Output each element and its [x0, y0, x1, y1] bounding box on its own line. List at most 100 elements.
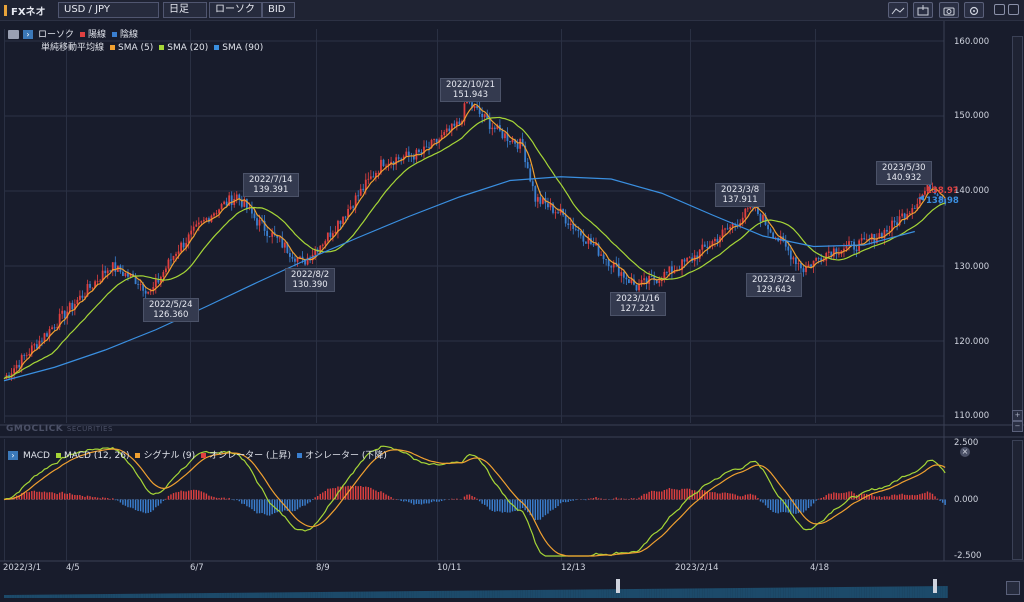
oscillator-bar: [775, 500, 776, 513]
indicator-icon[interactable]: [888, 2, 908, 18]
navigator-bar: [280, 592, 283, 598]
candle-body: [195, 224, 197, 226]
candle-body: [165, 269, 167, 273]
close-window-icon[interactable]: [1008, 4, 1019, 15]
navigator-bar: [72, 594, 75, 598]
oscillator-bar: [684, 489, 685, 500]
navigator-bar: [824, 587, 827, 598]
candle-body: [512, 140, 514, 142]
navigator-bar: [702, 588, 705, 598]
candle-body: [502, 131, 504, 139]
add-chart-icon[interactable]: [913, 2, 933, 18]
oscillator-bar: [646, 494, 647, 500]
oscillator-bar: [168, 496, 169, 500]
navigator-bar: [70, 594, 73, 598]
candle-body: [577, 230, 579, 231]
candle-body: [494, 128, 496, 129]
x-tick: 2022/3/1: [3, 563, 41, 573]
navigator-bar: [163, 593, 166, 598]
camera-icon[interactable]: [939, 2, 959, 18]
navigator-bar: [131, 594, 134, 598]
navigator-bar: [558, 590, 561, 598]
navigator-bar: [82, 594, 85, 598]
oscillator-bar: [41, 492, 42, 499]
navigator-bar: [745, 588, 748, 598]
navigator-bar: [609, 589, 612, 598]
oscillator-bar: [545, 500, 546, 516]
navigator-bar: [120, 594, 123, 598]
oscillator-bar: [714, 492, 715, 499]
candle-body: [858, 240, 860, 251]
navigator-bar: [864, 587, 867, 598]
oscillator-bar: [681, 489, 682, 500]
candle-body: [342, 217, 344, 224]
oscillator-bar: [191, 490, 192, 499]
candle-body: [517, 144, 519, 149]
symbol-selector[interactable]: USD / JPY: [58, 2, 159, 18]
price-side-selector[interactable]: BID: [262, 2, 295, 18]
oscillator-bar: [216, 498, 217, 500]
navigator-bar: [242, 593, 245, 598]
candle-body: [340, 221, 342, 224]
macd-scrollbar[interactable]: [1012, 440, 1023, 560]
navigator-bar: [399, 591, 402, 598]
legend-macd: MACD (12, 26): [64, 451, 130, 461]
settings-icon[interactable]: [964, 2, 984, 18]
navigator-bar: [806, 587, 809, 598]
zoom-out-icon[interactable]: −: [1012, 421, 1023, 432]
navigator-bar: [416, 591, 419, 598]
oscillator-bar: [820, 498, 821, 500]
oscillator-bar: [922, 493, 923, 499]
oscillator-bar: [479, 500, 480, 502]
oscillator-bar: [246, 500, 247, 507]
navigator-bar: [502, 590, 505, 598]
zoom-in-icon[interactable]: +: [1012, 410, 1023, 421]
close-macd-icon[interactable]: ×: [960, 447, 970, 457]
oscillator-bar: [206, 494, 207, 500]
oscillator-bar: [709, 492, 710, 499]
navigator-bar: [687, 588, 690, 598]
oscillator-bar: [722, 493, 723, 500]
oscillator-bar: [876, 497, 877, 500]
navigator-bar: [803, 587, 806, 598]
oscillator-bar: [330, 489, 331, 500]
oscillator-bar: [874, 496, 875, 499]
navigator-bar: [735, 588, 738, 598]
navigator-bar: [93, 594, 96, 598]
candle-body: [426, 147, 428, 148]
oscillator-bar: [64, 493, 65, 499]
navigator-bar: [591, 589, 594, 598]
timeframe-selector[interactable]: 日足: [163, 2, 207, 18]
navigator-bar: [156, 594, 159, 598]
navigator-bar: [442, 591, 445, 598]
legend-toggle-icon[interactable]: ›: [23, 30, 33, 39]
candle-body: [26, 355, 28, 356]
navigator-bar: [179, 593, 182, 598]
navigator-bar: [118, 594, 121, 598]
oscillator-bar: [393, 499, 394, 500]
maximize-icon[interactable]: [994, 4, 1005, 15]
candle-body: [271, 233, 273, 237]
oscillator-bar: [841, 493, 842, 499]
oscillator-bar: [84, 497, 85, 500]
candle-body: [658, 280, 660, 283]
oscillator-bar: [939, 500, 940, 501]
navigator-bar: [110, 594, 113, 598]
macd-toggle-icon[interactable]: ›: [8, 451, 18, 460]
oscillator-bar: [575, 500, 576, 501]
navigator-bar: [588, 589, 591, 598]
oscillator-bar: [441, 500, 442, 501]
resize-icon[interactable]: [1006, 581, 1020, 595]
chart-type-selector[interactable]: ローソク: [209, 2, 262, 18]
price-scrollbar[interactable]: [1012, 36, 1023, 426]
oscillator-bar: [724, 492, 725, 499]
navigator-bar: [366, 592, 369, 598]
oscillator-bar: [919, 494, 920, 499]
candle-body: [16, 365, 18, 368]
candle-body: [453, 124, 455, 126]
comment-icon[interactable]: [8, 30, 19, 39]
navigator-bar: [148, 594, 151, 598]
